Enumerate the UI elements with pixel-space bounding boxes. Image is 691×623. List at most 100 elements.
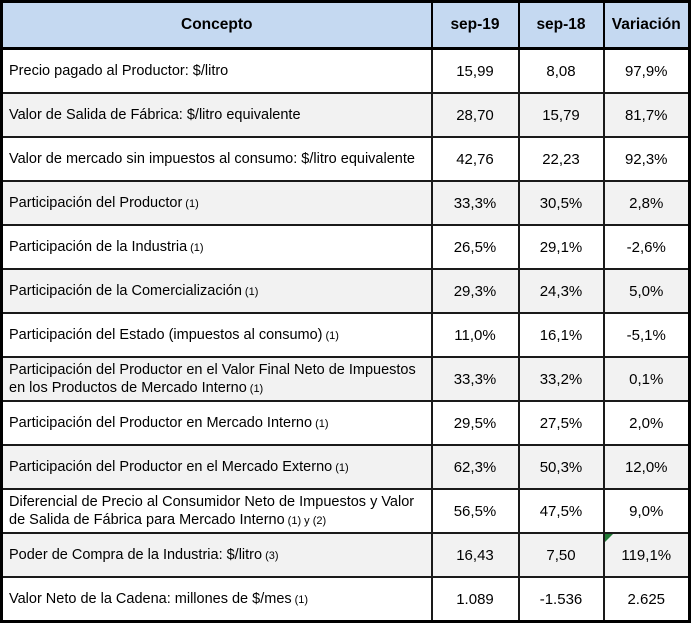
cell-variacion: -5,1% bbox=[602, 312, 691, 358]
cell-sep18: 22,23 bbox=[517, 136, 605, 182]
cell-concepto: Valor Neto de la Cadena: millones de $/m… bbox=[0, 576, 433, 623]
table-row: Participación de la Comercialización (1) … bbox=[0, 268, 691, 314]
cell-sep19: 56,5% bbox=[430, 488, 520, 534]
concept-footnote: (1) bbox=[335, 461, 349, 474]
cell-variacion: 12,0% bbox=[602, 444, 691, 490]
table-row: Valor Neto de la Cadena: millones de $/m… bbox=[0, 576, 691, 623]
cell-concepto: Participación del Productor (1) bbox=[0, 180, 433, 226]
table-row: Valor de Salida de Fábrica: $/litro equi… bbox=[0, 92, 691, 138]
concept-footnote: (1) y (2) bbox=[287, 515, 327, 527]
cell-sep19: 16,43 bbox=[430, 532, 520, 578]
concept-text: Participación del Productor en el Valor … bbox=[9, 361, 416, 396]
cell-sep18: 24,3% bbox=[517, 268, 605, 314]
concept-text: Diferencial de Precio al Consumidor Neto… bbox=[9, 493, 415, 528]
concept-footnote: (1) bbox=[249, 383, 264, 395]
variacion-value: 2.625 bbox=[627, 590, 666, 608]
cell-variacion: 5,0% bbox=[602, 268, 691, 314]
variacion-value: -2,6% bbox=[626, 238, 666, 256]
concept-text: Poder de Compra de la Industria: $/litro bbox=[9, 546, 263, 563]
cell-sep18: 47,5% bbox=[517, 488, 605, 534]
cell-concepto: Participación del Productor en Mercado I… bbox=[0, 400, 433, 446]
column-header-sep18: sep-18 bbox=[517, 0, 605, 50]
concept-text: Participación de la Comercialización bbox=[9, 282, 242, 299]
cell-sep19: 33,3% bbox=[430, 356, 520, 402]
concept-text: Participación del Productor en el Mercad… bbox=[9, 458, 333, 475]
table-row: Participación del Productor (1) 33,3% 30,… bbox=[0, 180, 691, 226]
cell-concepto: Precio pagado al Productor: $/litro bbox=[0, 47, 433, 94]
cell-variacion: 97,9% bbox=[602, 47, 691, 94]
cell-sep19: 1.089 bbox=[430, 576, 520, 623]
table-row: Precio pagado al Productor: $/litro 15,9… bbox=[0, 47, 691, 94]
concept-footnote: (1) bbox=[190, 241, 204, 254]
cell-concepto: Valor de mercado sin impuestos al consum… bbox=[0, 136, 433, 182]
cell-concepto: Diferencial de Precio al Consumidor Neto… bbox=[0, 488, 433, 534]
table-row: Participación del Estado (impuestos al c… bbox=[0, 312, 691, 358]
cell-sep19: 15,99 bbox=[430, 47, 520, 94]
column-header-variacion: Variación bbox=[602, 0, 691, 50]
concept-footnote: (1) bbox=[244, 285, 259, 298]
cell-variacion: 0,1% bbox=[602, 356, 691, 402]
variacion-value: 2,0% bbox=[629, 414, 664, 432]
cell-variacion: 119,1% bbox=[602, 532, 691, 578]
table-body: Precio pagado al Productor: $/litro 15,9… bbox=[0, 47, 691, 623]
concept-text: Participación de la Industria bbox=[9, 238, 188, 255]
variacion-value: 12,0% bbox=[624, 458, 668, 476]
cell-variacion: 92,3% bbox=[602, 136, 691, 182]
table-row: Participación del Productor en el Valor … bbox=[0, 356, 691, 402]
cell-variacion: 2,0% bbox=[602, 400, 691, 446]
variacion-value: 9,0% bbox=[629, 502, 664, 520]
cell-concepto: Valor de Salida de Fábrica: $/litro equi… bbox=[0, 92, 433, 138]
concept-text: Valor de Salida de Fábrica: $/litro equi… bbox=[9, 106, 301, 123]
cell-concepto: Participación del Estado (impuestos al c… bbox=[0, 312, 433, 358]
cell-sep19: 28,70 bbox=[430, 92, 520, 138]
cell-sep18: 29,1% bbox=[517, 224, 605, 270]
cell-variacion: 81,7% bbox=[602, 92, 691, 138]
cell-concepto: Participación del Productor en el Valor … bbox=[0, 356, 433, 402]
concept-text: Valor Neto de la Cadena: millones de $/m… bbox=[9, 590, 292, 607]
cell-concepto: Poder de Compra de la Industria: $/litro… bbox=[0, 532, 433, 578]
table-row: Diferencial de Precio al Consumidor Neto… bbox=[0, 488, 691, 534]
variacion-value: 81,7% bbox=[624, 106, 668, 124]
cell-sep19: 62,3% bbox=[430, 444, 520, 490]
table-row: Poder de Compra de la Industria: $/litro… bbox=[0, 532, 691, 578]
table-row: Participación de la Industria (1) 26,5% 2… bbox=[0, 224, 691, 270]
cell-sep19: 26,5% bbox=[430, 224, 520, 270]
concept-text: Participación del Productor en Mercado I… bbox=[9, 414, 313, 431]
variacion-value: 2,8% bbox=[629, 194, 664, 212]
cell-variacion: -2,6% bbox=[602, 224, 691, 270]
table-row: Participación del Productor en el Mercad… bbox=[0, 444, 691, 490]
variacion-value: 92,3% bbox=[624, 150, 668, 168]
concept-text: Valor de mercado sin impuestos al consum… bbox=[9, 150, 415, 167]
cell-variacion: 9,0% bbox=[602, 488, 691, 534]
cell-sep18: 27,5% bbox=[517, 400, 605, 446]
concept-footnote: (1) bbox=[325, 329, 339, 342]
concept-footnote: (3) bbox=[265, 549, 279, 562]
table-row: Participación del Productor en Mercado I… bbox=[0, 400, 691, 446]
header-row: Concepto sep-19 sep-18 Variación bbox=[0, 0, 691, 50]
variacion-value: 119,1% bbox=[621, 546, 672, 564]
cell-sep18: 8,08 bbox=[517, 47, 605, 94]
variacion-value: 5,0% bbox=[629, 282, 664, 300]
concept-footnote: (1) bbox=[185, 197, 199, 210]
cell-sep18: -1.536 bbox=[517, 576, 605, 623]
cell-sep19: 42,76 bbox=[430, 136, 520, 182]
cell-concepto: Participación de la Comercialización (1) bbox=[0, 268, 433, 314]
cell-sep19: 33,3% bbox=[430, 180, 520, 226]
cell-sep18: 15,79 bbox=[517, 92, 605, 138]
cell-sep18: 16,1% bbox=[517, 312, 605, 358]
cell-variacion: 2.625 bbox=[602, 576, 691, 623]
concept-text: Participación del Productor bbox=[9, 194, 183, 211]
cell-sep18: 33,2% bbox=[517, 356, 605, 402]
cell-sep19: 29,3% bbox=[430, 268, 520, 314]
concept-text: Participación del Estado (impuestos al c… bbox=[9, 326, 323, 343]
cell-sep19: 29,5% bbox=[430, 400, 520, 446]
cell-concepto: Participación de la Industria (1) bbox=[0, 224, 433, 270]
table-header: Concepto sep-19 sep-18 Variación bbox=[0, 0, 691, 50]
concept-footnote: (1) bbox=[315, 417, 329, 430]
variacion-value: 97,9% bbox=[624, 62, 668, 80]
cell-sep18: 30,5% bbox=[517, 180, 605, 226]
variacion-value: 0,1% bbox=[629, 370, 664, 388]
concept-text: Precio pagado al Productor: $/litro bbox=[9, 62, 229, 79]
